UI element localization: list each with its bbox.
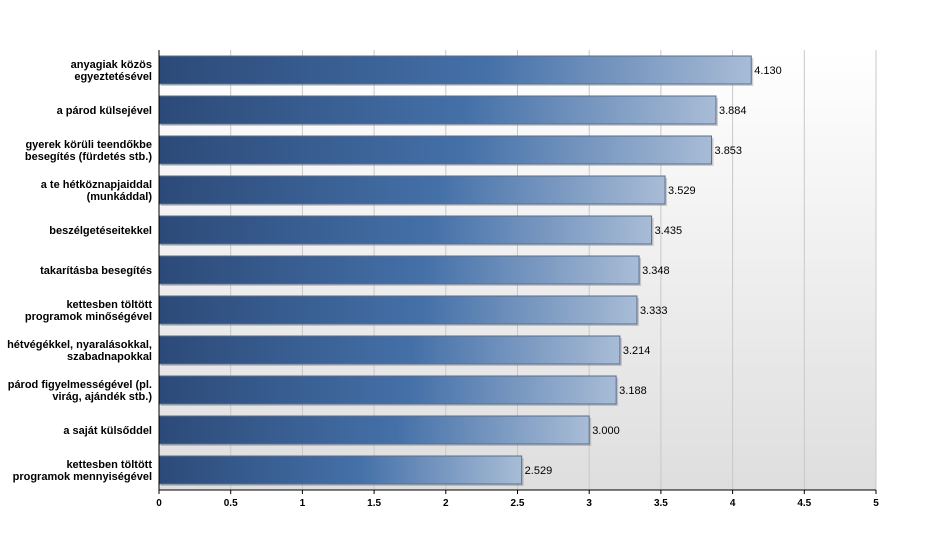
category-label: anyagiak közös egyeztetésével [71,59,152,83]
bar [158,295,638,325]
category-label: hétvégékkel, nyaralásokkal, szabadnapokka… [7,339,152,363]
bar [158,175,666,205]
bar [158,415,590,445]
category-label-line: beszélgetéseitekkel [49,225,152,237]
category-label: kettesben töltött programok minőségével [25,299,152,323]
category-label-line: virág, ajándék stb.) [52,391,152,403]
bar [158,375,617,405]
bar-value-label: 3.188 [619,385,647,397]
bar-value-label: 3.348 [642,265,670,277]
category-label-line: programok minőségével [25,311,152,323]
category-label-line: párod figyelmességével (pl. [8,379,152,391]
category-label-line: hétvégékkel, nyaralásokkal, [7,339,152,351]
x-tick-label: 1 [300,498,306,509]
category-label-line: kettesben töltött [66,459,152,471]
x-tick-label: 4 [730,498,736,509]
category-label: kettesben töltött programok mennyiségével [13,459,153,483]
bar [158,455,523,485]
bar [158,255,640,285]
category-labels: anyagiak közös egyeztetésével a párod küls… [7,59,152,483]
x-tick-label: 3 [586,498,592,509]
category-label-line: a saját külsőddel [63,425,152,437]
category-label-line: kettesben töltött [66,299,152,311]
category-label-line: besegítés (fürdetés stb.) [25,151,152,163]
category-label: gyerek körüli teendőkbe besegítés (fürdet… [25,139,152,163]
category-label-line: a te hétköznapjaiddal [41,179,152,191]
bar [158,95,717,125]
x-tick-label: 2 [443,498,449,509]
bar-value-label: 3.435 [655,225,683,237]
category-label: a te hétköznapjaiddal (munkáddal) [41,179,153,203]
category-label-line: a párod külsejével [57,105,152,117]
x-axis: 0 0.5 1 1.5 2 2.5 3 3.5 4 4.5 5 [156,50,879,509]
category-label: takarításba besegítés [40,265,152,277]
category-label-line: anyagiak közös [71,59,152,71]
bar-value-label: 3.333 [640,305,668,317]
category-label-line: egyeztetésével [74,71,152,83]
x-tick-label: 2.5 [511,498,525,509]
bars: 4.130 3.884 3.853 3.529 3.435 3.348 3.333 3.214… [158,55,782,486]
bar [158,135,713,165]
bar [158,335,621,365]
bar-value-label: 3.000 [592,425,620,437]
bar-value-label: 3.214 [623,345,651,357]
x-tick-label: 0.5 [224,498,238,509]
x-tick-label: 3.5 [654,498,668,509]
bar-value-label: 3.884 [719,105,747,117]
category-label: a saját külsőddel [63,425,152,437]
bar-value-label: 2.529 [525,465,553,477]
x-tick-label: 4.5 [797,498,811,509]
category-label-line: gyerek körüli teendőkbe [25,139,152,151]
category-label-line: takarításba besegítés [40,265,152,277]
bar-value-label: 3.529 [668,185,696,197]
category-label: beszélgetéseitekkel [49,225,152,237]
x-tick-label: 0 [156,498,162,509]
x-tick-label: 1.5 [367,498,381,509]
x-tick-label: 5 [873,498,879,509]
bar-value-label: 3.853 [715,145,743,157]
category-label: párod figyelmességével (pl. virág, ajándé… [8,379,153,403]
category-label: a párod külsejével [57,105,152,117]
bar-value-label: 4.130 [754,65,782,77]
bar [158,55,752,85]
category-label-line: programok mennyiségével [13,471,152,483]
bar [158,215,653,245]
category-label-line: (munkáddal) [87,191,153,203]
category-label-line: szabadnapokkal [67,351,152,363]
